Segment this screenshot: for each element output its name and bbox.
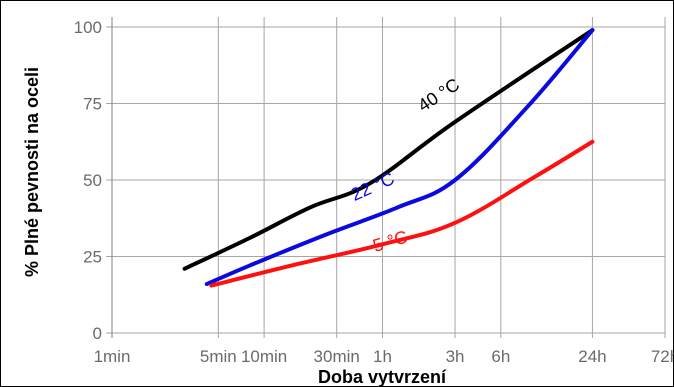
- x-axis-title: Doba vytvrzení: [318, 367, 447, 387]
- x-tick-label: 24h: [578, 347, 606, 366]
- y-tick-label: 0: [93, 324, 102, 343]
- y-tick-label: 100: [74, 18, 102, 37]
- x-tick-label: 72h: [651, 347, 674, 366]
- x-tick-label: 10min: [241, 347, 287, 366]
- y-tick-label: 50: [83, 171, 102, 190]
- y-tick-label: 25: [83, 248, 102, 267]
- x-tick-label: 1min: [94, 347, 131, 366]
- series-line: [209, 139, 595, 288]
- y-tick-label: 75: [83, 95, 102, 114]
- x-tick-label: 3h: [446, 347, 465, 366]
- x-tick-label: 30min: [314, 347, 360, 366]
- x-tick-label: 6h: [491, 347, 510, 366]
- grid: [106, 17, 666, 338]
- series-line: [204, 28, 595, 287]
- y-axis-title: % Plné pevnosti na oceli: [22, 67, 42, 277]
- series-lines: [182, 28, 595, 288]
- x-tick-label: 1h: [373, 347, 392, 366]
- x-tick-label: 5min: [200, 347, 237, 366]
- series-line: [182, 28, 595, 271]
